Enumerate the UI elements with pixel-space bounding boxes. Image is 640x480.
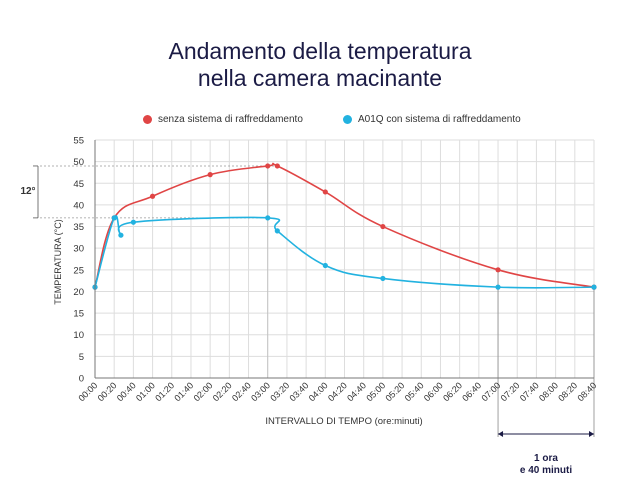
y-tick-label: 25 <box>73 265 84 276</box>
x-tick-label: 05:40 <box>403 380 426 403</box>
x-tick-label: 01:40 <box>172 380 195 403</box>
legend-item-blue: A01Q con sistema di raffreddamento <box>343 114 521 125</box>
x-tick-label: 01:20 <box>153 380 176 403</box>
data-point-red <box>149 193 156 199</box>
data-point-red <box>495 267 501 273</box>
series-line-red <box>94 162 595 288</box>
x-tick-label: 06:40 <box>460 380 483 403</box>
x-tick-label: 00:20 <box>96 380 119 403</box>
data-point-blue <box>92 284 98 290</box>
temp-diff-label: 12° <box>20 186 35 197</box>
grid-lines <box>94 139 595 379</box>
title-line-1: Andamento della temperatura <box>168 38 472 64</box>
y-tick-label: 35 <box>73 222 84 233</box>
x-tick-label: 07:40 <box>518 380 541 403</box>
data-point-blue <box>322 262 328 269</box>
x-tick-label: 02:00 <box>192 380 215 403</box>
y-tick-label: 20 <box>73 287 84 298</box>
x-tick-label: 07:00 <box>479 380 502 403</box>
x-tick-label: 03:40 <box>288 380 311 403</box>
x-axis-label: INTERVALLO DI TEMPO (ore:minuti) <box>265 416 422 427</box>
y-tick-label: 45 <box>73 179 84 190</box>
x-tick-label: 03:20 <box>268 380 291 403</box>
legend-dot-red <box>143 115 152 124</box>
x-tick-label: 06:20 <box>441 380 464 403</box>
y-tick-label: 55 <box>73 136 84 147</box>
series-lines <box>92 162 597 290</box>
x-tick-label: 04:40 <box>345 380 368 403</box>
arrow-left-icon <box>498 431 504 437</box>
data-point-red <box>207 172 213 178</box>
y-tick-label: 15 <box>73 309 84 320</box>
data-point-blue <box>130 219 136 225</box>
data-point-blue <box>380 275 386 282</box>
data-point-red <box>591 284 597 290</box>
x-tick-label: 02:40 <box>230 380 253 403</box>
x-tick-label: 06:00 <box>422 380 445 403</box>
x-tick-label: 05:00 <box>364 380 387 403</box>
data-point-red <box>111 215 117 221</box>
data-point-blue <box>265 215 271 221</box>
y-tick-label: 10 <box>73 330 84 341</box>
legend-dot-blue <box>343 115 352 124</box>
x-tick-label: 05:20 <box>383 380 406 403</box>
axes: 051015202530354045505500:0000:2000:4001:… <box>73 136 598 404</box>
data-point-red <box>274 163 280 169</box>
x-tick-label: 04:00 <box>307 380 330 403</box>
series-line-blue <box>94 215 595 289</box>
chart-title: Andamento della temperatura nella camera… <box>0 38 640 92</box>
x-tick-label: 08:00 <box>537 380 560 403</box>
legend: senza sistema di raffreddamento A01Q con… <box>0 114 640 130</box>
x-tick-label: 04:20 <box>326 380 349 403</box>
x-tick-label: 00:40 <box>115 380 138 403</box>
data-point-blue <box>591 284 597 290</box>
data-point-red <box>265 163 271 169</box>
data-point-blue <box>111 215 117 221</box>
y-tick-label: 50 <box>73 157 84 168</box>
data-point-red <box>92 284 98 290</box>
data-point-blue <box>118 232 124 238</box>
y-axis-label: TEMPERATURA (°C) <box>53 219 63 304</box>
x-tick-label: 08:40 <box>575 380 598 403</box>
time-diff-label-2: e 40 minuti <box>520 465 572 476</box>
legend-label-red: senza sistema di raffreddamento <box>158 114 303 125</box>
x-tick-label: 03:00 <box>249 380 272 403</box>
data-point-red <box>322 189 328 195</box>
y-tick-label: 30 <box>73 244 84 255</box>
x-tick-label: 01:00 <box>134 380 157 403</box>
title-line-2: nella camera macinante <box>197 65 443 91</box>
data-point-red <box>380 223 386 230</box>
y-tick-label: 40 <box>73 200 84 211</box>
legend-label-blue: A01Q con sistema di raffreddamento <box>358 114 521 125</box>
annotations <box>33 165 595 437</box>
arrow-right-icon <box>589 431 594 437</box>
time-diff-label-1: 1 ora <box>534 453 558 464</box>
x-tick-label: 00:00 <box>76 380 99 403</box>
legend-item-red: senza sistema di raffreddamento <box>143 114 303 125</box>
x-tick-label: 07:20 <box>499 380 522 403</box>
x-tick-label: 08:20 <box>556 380 579 403</box>
y-tick-label: 5 <box>79 352 84 363</box>
y-tick-label: 0 <box>79 374 84 385</box>
data-point-blue <box>495 284 501 290</box>
data-point-blue <box>274 228 280 234</box>
x-tick-label: 02:20 <box>211 380 234 403</box>
